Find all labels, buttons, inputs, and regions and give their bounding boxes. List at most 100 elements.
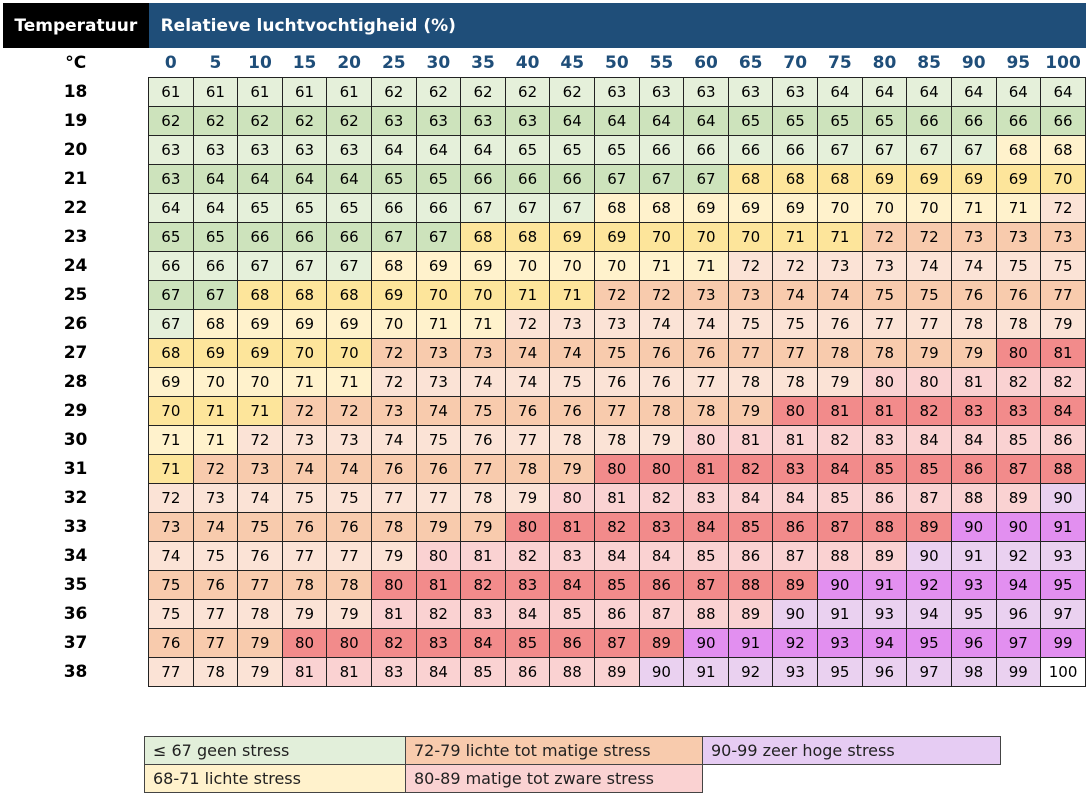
heatmap-cell: 97: [906, 657, 952, 687]
heatmap-cell: 79: [906, 338, 952, 368]
heatmap-cell: 90: [995, 512, 1042, 542]
heatmap-cell: 64: [237, 164, 283, 194]
heatmap-cell: 93: [772, 657, 819, 687]
heatmap-cell: 84: [460, 628, 506, 658]
heatmap-cell: 89: [772, 570, 819, 600]
heatmap-cell: 75: [192, 541, 239, 571]
heatmap-cell: 63: [460, 106, 506, 136]
heatmap-cell: 81: [727, 425, 774, 455]
heatmap-cell: 90: [906, 541, 952, 571]
heatmap-cell: 68: [370, 251, 417, 281]
table-row: 18 61 61 61 61 61 62 62 62 62 62 63 63 63 63 63 64 64 64 64…: [3, 77, 1086, 107]
heatmap-cell: 78: [192, 657, 239, 687]
heatmap-cell: 79: [281, 599, 328, 629]
heatmap-cell: 85: [727, 512, 774, 542]
heatmap-cell: 69: [861, 164, 908, 194]
heatmap-cell: 90: [638, 657, 685, 687]
heatmap-cell: 79: [1040, 309, 1086, 339]
heatmap-cell: 67: [281, 251, 328, 281]
heatmap-cell: 77: [1040, 280, 1086, 310]
table-row: 32 72 73 74 75 75 77 77 78 79 80 81 82 83 84 84 85 86 87 88…: [3, 483, 1086, 513]
heatmap-cell: 61: [192, 77, 239, 107]
heatmap-cell: 96: [861, 657, 908, 687]
heatmap-cell: 66: [549, 164, 596, 194]
heatmap-cell: 73: [415, 367, 462, 397]
table-row: 30 71 71 72 73 73 74 75 76 77 78 78 79 80 81 81 82 83 84 84…: [3, 425, 1086, 455]
heatmap-cell: 70: [504, 251, 551, 281]
heatmap-cell: 84: [594, 541, 640, 571]
temperature-tick-label: 33: [63, 517, 88, 537]
heatmap-cell: 67: [326, 251, 372, 281]
humidity-tick-label: 25: [381, 52, 406, 73]
heatmap-cell: 67: [148, 309, 194, 339]
heatmap-cell: 63: [192, 135, 239, 165]
heatmap-cell: 64: [995, 77, 1042, 107]
heatmap-cell: 77: [192, 628, 239, 658]
heatmap-cell: 74: [683, 309, 729, 339]
heatmap-cell: 66: [1040, 106, 1086, 136]
heatmap-cell: 78: [237, 599, 283, 629]
heatmap-cell: 76: [995, 280, 1042, 310]
heatmap-cell: 85: [460, 657, 506, 687]
heatmap-cell: 84: [817, 454, 863, 484]
heatmap-cell: 68: [594, 193, 640, 223]
heatmap-cell: 83: [995, 396, 1042, 426]
heatmap-cell: 84: [638, 541, 685, 571]
heatmap-cell: 74: [148, 541, 194, 571]
heatmap-cell: 76: [817, 309, 863, 339]
heatmap-cell: 80: [995, 338, 1042, 368]
heatmap-cell: 73: [817, 251, 863, 281]
heatmap-cell: 62: [370, 77, 417, 107]
heatmap-cell: 73: [995, 222, 1042, 252]
heatmap-cell: 62: [148, 106, 194, 136]
heatmap-cell: 91: [817, 599, 863, 629]
heatmap-cell: 94: [861, 628, 908, 658]
heatmap-cell: 78: [817, 338, 863, 368]
heatmap-cell: 66: [950, 106, 997, 136]
heatmap-cell: 64: [326, 164, 372, 194]
heatmap-cell: 68: [192, 309, 239, 339]
heatmap-cell: 89: [906, 512, 952, 542]
temperature-tick-label: 25: [63, 285, 88, 305]
heatmap-cell: 76: [370, 454, 417, 484]
legend-item-lichte-stress: 68-71 lichte stress: [144, 764, 406, 793]
table-row: 29 70 71 71 72 72 73 74 75 76 76 77 78 78 79 80 81 81 82 83…: [3, 396, 1086, 426]
heatmap-cell: 88: [727, 570, 774, 600]
heatmap-cell: 72: [906, 222, 952, 252]
heatmap-cell: 78: [594, 425, 640, 455]
heatmap-cell: 81: [861, 396, 908, 426]
heatmap-cell: 78: [281, 570, 328, 600]
heatmap-cell: 61: [148, 77, 194, 107]
heatmap-cell: 82: [460, 570, 506, 600]
heatmap-cell: 87: [638, 599, 685, 629]
heatmap-cell: 62: [281, 106, 328, 136]
heatmap-cell: 67: [370, 222, 417, 252]
heatmap-cell: 93: [861, 599, 908, 629]
heatmap-cell: 79: [370, 541, 417, 571]
heatmap-cell: 83: [683, 483, 729, 513]
heatmap-cell: 80: [326, 628, 372, 658]
heatmap-cell: 67: [950, 135, 997, 165]
heatmap-cell: 69: [148, 367, 194, 397]
heatmap-cell: 64: [549, 106, 596, 136]
legend-item-zeer-hoge-stress: 90-99 zeer hoge stress: [702, 736, 1001, 765]
heatmap-cell: 66: [772, 135, 819, 165]
heatmap-cell: 75: [549, 367, 596, 397]
temperature-tick-label: 21: [63, 169, 88, 189]
heatmap-cell: 76: [281, 512, 328, 542]
heatmap-cell: 64: [1040, 77, 1086, 107]
heatmap-cell: 73: [683, 280, 729, 310]
heatmap-cell: 87: [683, 570, 729, 600]
heatmap-cell: 64: [950, 77, 997, 107]
humidity-tick-label: 35: [471, 52, 495, 73]
table-row: 28 69 70 70 71 71 72 73 74 74 75 76 76 77 78 78 79 80 80 81…: [3, 367, 1086, 397]
heatmap-cell: 64: [192, 193, 239, 223]
humidity-tick-label: 10: [248, 52, 272, 73]
heatmap-cell: 94: [995, 570, 1042, 600]
heatmap-cell: 68: [638, 193, 685, 223]
heatmap-cell: 92: [772, 628, 819, 658]
heatmap-cell: 64: [148, 193, 194, 223]
heatmap-cell: 71: [192, 396, 239, 426]
temperature-tick-label: 31: [63, 459, 88, 479]
heatmap-cell: 64: [683, 106, 729, 136]
